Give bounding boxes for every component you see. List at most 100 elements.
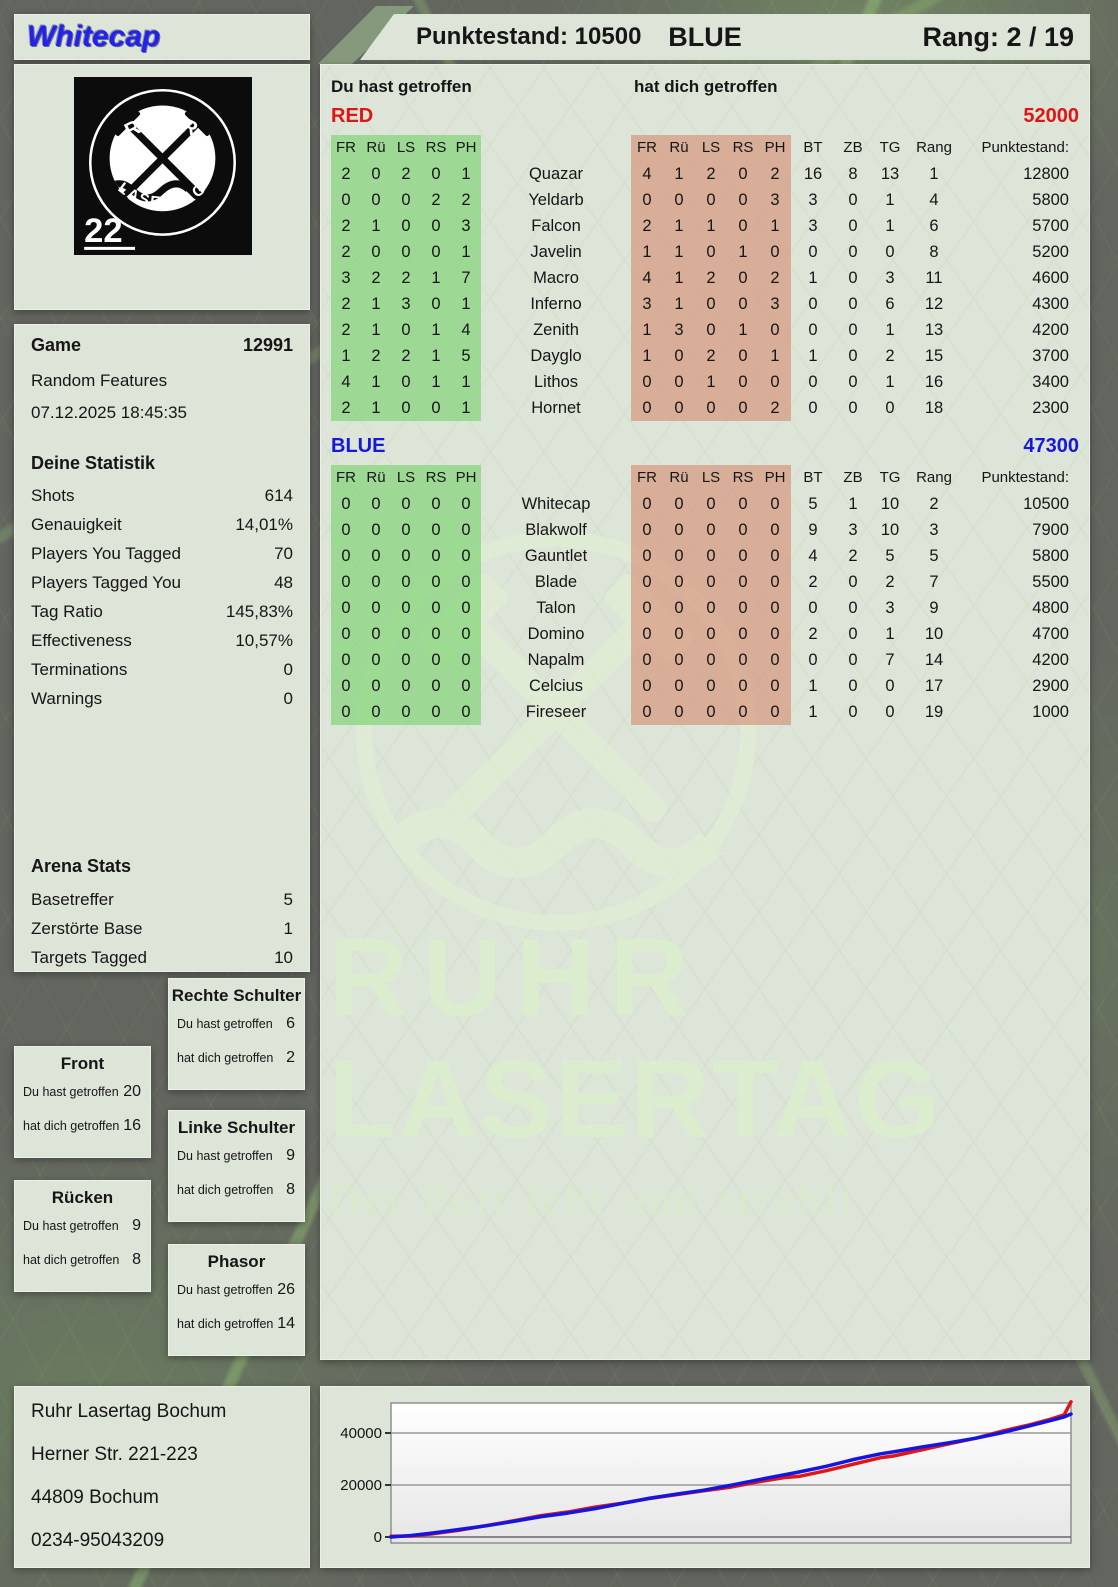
- hit-you-cell: 0: [759, 491, 791, 517]
- stat-row: Terminations 0: [31, 655, 293, 684]
- stat-row: Targets Tagged 10: [31, 943, 293, 972]
- rank-label: Rang: 2 / 19: [922, 21, 1074, 52]
- stat-label: Genauigkeit: [31, 515, 122, 534]
- col-header: RS: [727, 465, 759, 491]
- hit-you-cell: 0: [759, 621, 791, 647]
- rang-cell: 3: [929, 521, 939, 539]
- col-header: Rang: [916, 139, 952, 156]
- watermark-wave-icon: [390, 808, 722, 878]
- you-hit-cell: 0: [421, 543, 451, 569]
- hit-you-cell: 2: [695, 343, 727, 369]
- col-header: Rü: [361, 135, 391, 161]
- stat-value: 145,83%: [225, 602, 293, 621]
- hit-you-label: hat dich getroffen: [23, 1253, 120, 1267]
- you-hit-cell: 0: [421, 647, 451, 673]
- blue-team-table: FR Rü LS RS PH FR Rü LS RS PH BT ZB TG Rang Punktestan…: [331, 465, 1071, 725]
- you-hit-cell: 0: [361, 699, 391, 725]
- hit-you-cell: 0: [727, 647, 759, 673]
- col-header: FR: [631, 465, 663, 491]
- red-team-table: FR Rü LS RS PH FR Rü LS RS PH BT ZB TG Rang Punktestan…: [331, 135, 1071, 421]
- player-name-cell: Whitecap: [521, 495, 591, 513]
- hit-you-cell: 1: [759, 343, 791, 369]
- hit-you-cell: 0: [727, 369, 759, 395]
- col-header: Punktestand:: [981, 469, 1069, 486]
- stat-row: Warnings 0: [31, 684, 293, 713]
- you-hit-cell: 0: [391, 239, 421, 265]
- hit-you-cell: 3: [631, 291, 663, 317]
- you-hit-value: 6: [286, 1015, 295, 1032]
- col-header: PH: [451, 465, 481, 491]
- hit-you-value: 16: [123, 1117, 141, 1134]
- hitbox-title: Rechte Schulter: [171, 986, 302, 1005]
- zb-cell: 0: [848, 217, 858, 235]
- hit-you-cell: 4: [631, 265, 663, 291]
- you-hit-cell: 0: [361, 569, 391, 595]
- you-hit-cell: 1: [361, 317, 391, 343]
- stat-row: Players You Tagged 70: [31, 539, 293, 568]
- you-hit-cell: 1: [451, 161, 481, 187]
- tg-cell: 1: [885, 217, 895, 235]
- hit-you-cell: 0: [695, 647, 727, 673]
- hit-you-cell: 2: [759, 395, 791, 421]
- main-score-panel: RUHR LASERTAG Der Pott lebt und strahlt …: [320, 64, 1090, 1360]
- score-cell: 5500: [1032, 573, 1069, 591]
- you-hit-cell: 0: [451, 569, 481, 595]
- col-header: PH: [759, 135, 791, 161]
- col-header: Punktestand:: [981, 139, 1069, 156]
- col-header: LS: [695, 135, 727, 161]
- header-bar: Punktestand: 10500 BLUE Rang: 2 / 19: [360, 14, 1090, 60]
- hit-you-cell: 0: [759, 239, 791, 265]
- you-hit-cell: 2: [361, 343, 391, 369]
- tg-cell: 10: [880, 521, 900, 539]
- hit-you-cell: 0: [727, 621, 759, 647]
- hit-you-cell: 0: [663, 621, 695, 647]
- hit-you-cell: 0: [727, 517, 759, 543]
- you-hit-cell: 0: [391, 517, 421, 543]
- hit-you-cell: 2: [759, 265, 791, 291]
- player-name-cell: Inferno: [530, 295, 582, 313]
- bt-cell: 0: [808, 321, 818, 339]
- hit-you-cell: 0: [631, 673, 663, 699]
- bt-cell: 3: [808, 191, 818, 209]
- zb-cell: 1: [848, 495, 858, 513]
- watermark-slogan: Der Pott lebt und strahlt: [329, 1178, 858, 1224]
- you-hit-cell: 0: [421, 595, 451, 621]
- col-header: FR: [331, 135, 361, 161]
- you-hit-cell: 4: [331, 369, 361, 395]
- hit-you-value: 8: [132, 1251, 141, 1268]
- rang-cell: 13: [924, 321, 944, 339]
- stats-rows: Shots 614 Genauigkeit 14,01% Players You Tag…: [31, 481, 293, 713]
- score-cell: 4800: [1032, 599, 1069, 617]
- zb-cell: 0: [848, 191, 858, 209]
- player-name-cell: Hornet: [531, 399, 581, 417]
- hit-you-cell: 1: [727, 239, 759, 265]
- rang-cell: 10: [924, 625, 944, 643]
- bt-cell: 1: [808, 269, 818, 287]
- bt-cell: 16: [803, 165, 823, 183]
- you-hit-cell: 0: [331, 569, 361, 595]
- zb-cell: 0: [848, 625, 858, 643]
- hit-you-cell: 0: [727, 343, 759, 369]
- rang-cell: 17: [924, 677, 944, 695]
- hit-you-cell: 0: [695, 491, 727, 517]
- game-id: 12991: [242, 335, 293, 355]
- you-hit-cell: 0: [421, 569, 451, 595]
- you-hit-cell: 0: [331, 517, 361, 543]
- you-hit-cell: 0: [331, 673, 361, 699]
- col-header: Rü: [663, 135, 695, 161]
- hitbox-title: Phasor: [207, 1252, 266, 1271]
- you-hit-cell: 0: [451, 517, 481, 543]
- hit-you-cell: 0: [663, 491, 695, 517]
- you-hit-cell: 0: [361, 491, 391, 517]
- score-cell: 4600: [1032, 269, 1069, 287]
- stat-value: 0: [283, 660, 293, 679]
- hit-you-cell: 0: [727, 569, 759, 595]
- you-hit-cell: 2: [451, 187, 481, 213]
- score-cell: 10500: [1023, 495, 1069, 513]
- zb-cell: 2: [848, 547, 858, 565]
- you-hit-cell: 2: [331, 291, 361, 317]
- stat-row: Shots 614: [31, 481, 293, 510]
- col-header: PH: [451, 135, 481, 161]
- rang-cell: 19: [924, 703, 944, 721]
- rang-cell: 18: [924, 399, 944, 417]
